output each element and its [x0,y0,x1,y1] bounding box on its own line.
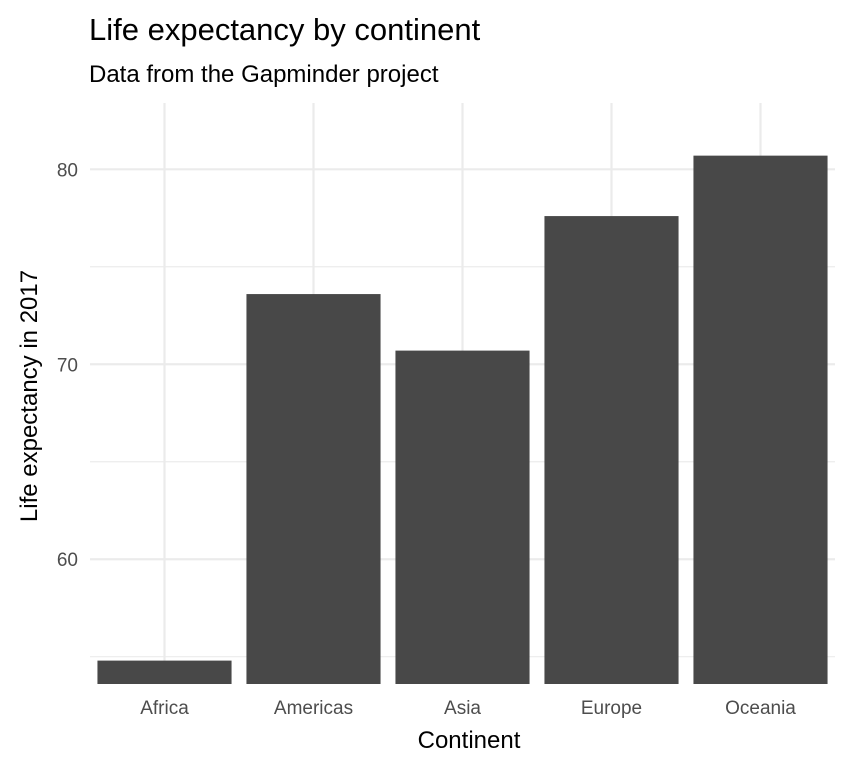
chart-title: Life expectancy by continent [89,12,481,47]
y-axis-label: Life expectancy in 2017 [16,270,43,522]
bar-asia [395,350,530,684]
chart-subtitle: Data from the Gapminder project [89,61,439,88]
x-tick-label: Europe [581,698,642,719]
x-tick-label: Oceania [725,698,796,719]
x-tick-label: Asia [444,698,481,719]
y-axis-ticks: 60 70 80 [57,160,78,571]
y-tick-label: 70 [57,355,78,376]
x-tick-label: Africa [140,698,189,719]
bar-africa [97,660,232,684]
y-tick-label: 80 [57,160,78,181]
bars [97,155,828,685]
bar-europe [544,216,679,684]
y-tick-label: 60 [57,550,78,571]
x-axis-ticks: Africa Americas Asia Europe Oceania [140,698,796,719]
x-tick-label: Americas [274,698,353,719]
x-axis-label: Continent [418,727,521,754]
bar-oceania [693,155,828,685]
bar-americas [246,294,381,684]
